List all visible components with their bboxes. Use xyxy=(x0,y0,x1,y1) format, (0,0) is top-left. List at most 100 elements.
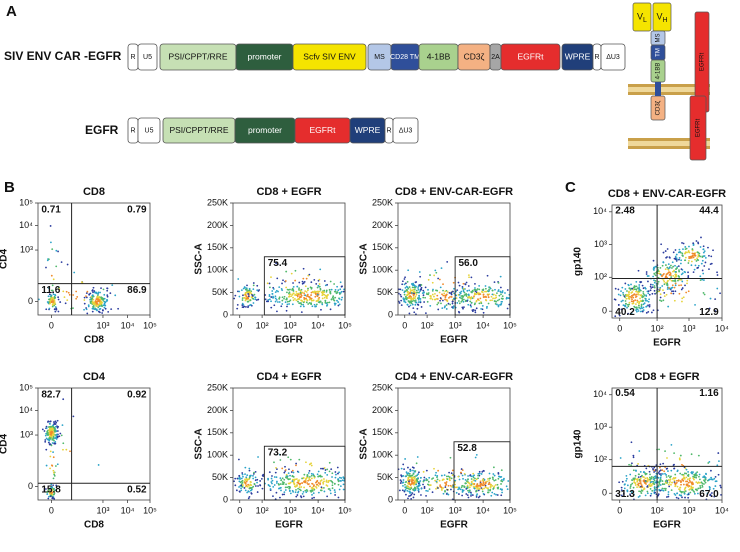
event-dot xyxy=(280,305,282,307)
event-dot xyxy=(632,455,634,457)
x-tick-label: 10³ xyxy=(284,505,297,515)
domain-label: EGFRt xyxy=(700,53,706,72)
event-dot xyxy=(301,478,303,480)
event-dot xyxy=(626,295,628,297)
event-dot xyxy=(424,297,426,299)
population-percent: 12.9 xyxy=(699,307,719,318)
event-dot xyxy=(662,483,664,485)
event-dot xyxy=(111,284,113,286)
event-dot xyxy=(107,288,109,290)
event-dot xyxy=(705,257,707,259)
event-dot xyxy=(406,294,408,296)
event-dot xyxy=(309,486,311,488)
segment-label: WPRE xyxy=(565,51,591,61)
event-dot xyxy=(246,284,248,286)
event-dot xyxy=(628,287,630,289)
event-dot xyxy=(406,297,408,299)
event-dot xyxy=(493,466,495,468)
event-dot xyxy=(633,469,635,471)
event-dot xyxy=(493,480,495,482)
event-dot xyxy=(669,256,671,258)
event-dot xyxy=(238,478,240,480)
event-dot xyxy=(53,456,55,458)
event-dot xyxy=(498,295,500,297)
event-dot xyxy=(632,303,634,305)
event-dot xyxy=(469,300,471,302)
y-tick-label: 10² xyxy=(594,454,607,464)
event-dot xyxy=(284,296,286,298)
event-dot xyxy=(326,474,328,476)
panel-label: A xyxy=(6,3,17,20)
event-dot xyxy=(462,295,464,297)
event-dot xyxy=(271,475,273,477)
event-dot xyxy=(418,301,420,303)
event-dot xyxy=(418,289,420,291)
event-dot xyxy=(703,252,705,254)
event-dot xyxy=(62,449,64,451)
event-dot xyxy=(101,297,103,299)
event-dot xyxy=(314,296,316,298)
panel-label: B xyxy=(4,179,15,196)
event-dot xyxy=(487,489,489,491)
domain-label: EGFRt xyxy=(696,119,702,138)
event-dot xyxy=(466,480,468,482)
event-dot xyxy=(451,306,453,308)
event-dot xyxy=(463,306,465,308)
event-dot xyxy=(645,295,647,297)
event-dot xyxy=(324,294,326,296)
event-dot xyxy=(646,473,648,475)
event-dot xyxy=(417,456,419,458)
event-dot xyxy=(45,267,47,269)
event-dot xyxy=(466,282,468,284)
event-dot xyxy=(435,488,437,490)
event-dot xyxy=(418,471,420,473)
event-dot xyxy=(500,287,502,289)
event-dot xyxy=(97,306,99,308)
event-dot xyxy=(245,489,247,491)
event-dot xyxy=(470,297,472,299)
event-dot xyxy=(272,480,274,482)
event-dot xyxy=(622,292,624,294)
event-dot xyxy=(428,481,430,483)
event-dot xyxy=(474,486,476,488)
event-dot xyxy=(292,289,294,291)
event-dot xyxy=(684,271,686,273)
event-dot xyxy=(643,489,645,491)
event-dot xyxy=(712,249,714,251)
event-dot xyxy=(458,487,460,489)
event-dot xyxy=(403,468,405,470)
event-dot xyxy=(330,468,332,470)
event-dot xyxy=(645,288,647,290)
event-dot xyxy=(675,275,677,277)
event-dot xyxy=(331,289,333,291)
event-dot xyxy=(250,481,252,483)
event-dot xyxy=(341,299,343,301)
event-dot xyxy=(54,434,56,436)
event-dot xyxy=(242,480,244,482)
event-dot xyxy=(638,496,640,498)
event-dot xyxy=(696,257,698,259)
event-dot xyxy=(662,299,664,301)
event-dot xyxy=(329,292,331,294)
event-dot xyxy=(636,486,638,488)
event-dot xyxy=(678,269,680,271)
event-dot xyxy=(44,430,46,432)
event-dot xyxy=(272,495,274,497)
event-dot xyxy=(646,491,648,493)
event-dot xyxy=(668,486,670,488)
event-dot xyxy=(707,247,709,249)
event-dot xyxy=(95,300,97,302)
event-dot xyxy=(698,265,700,267)
event-dot xyxy=(279,497,281,499)
event-dot xyxy=(51,248,53,250)
event-dot xyxy=(419,271,421,273)
event-dot xyxy=(402,489,404,491)
event-dot xyxy=(406,286,408,288)
x-tick-label: 10⁵ xyxy=(503,320,517,330)
event-dot xyxy=(55,426,57,428)
event-dot xyxy=(636,300,638,302)
x-tick-label: 10³ xyxy=(682,323,695,333)
event-dot xyxy=(408,491,410,493)
event-dot xyxy=(663,483,665,485)
event-dot xyxy=(312,489,314,491)
